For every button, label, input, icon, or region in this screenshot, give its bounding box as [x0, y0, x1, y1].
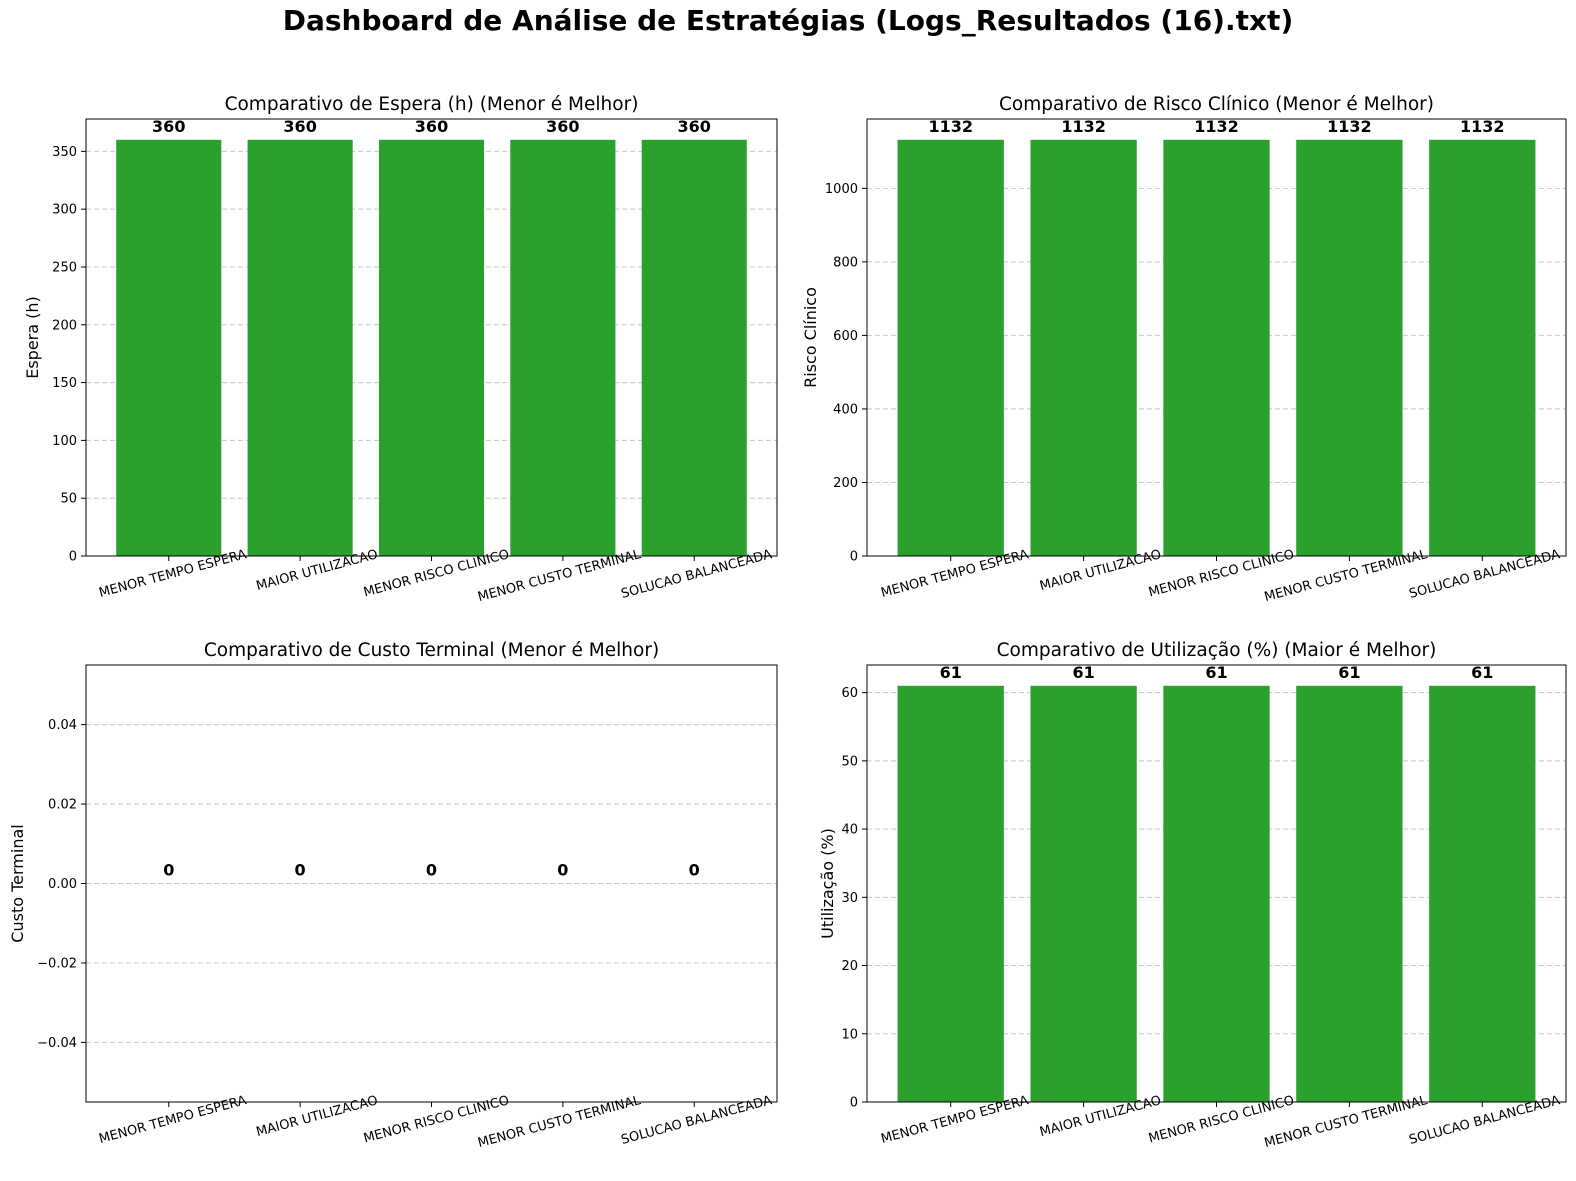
y-tick-label: 40 [841, 823, 858, 838]
y-tick-label: 20 [841, 959, 858, 974]
bar[interactable] [897, 685, 1004, 1102]
x-tick-label: MAIOR UTILIZACAO [255, 1093, 380, 1140]
bar[interactable] [1030, 139, 1137, 557]
data-label: 0 [689, 861, 700, 880]
y-tick-label: 0 [69, 550, 77, 565]
bar[interactable] [641, 139, 747, 557]
data-label: 61 [940, 663, 962, 682]
y-tick-label: 50 [60, 492, 77, 507]
y-axis-label: Espera (h) [23, 296, 42, 379]
data-label: 1132 [928, 117, 973, 136]
figure-title: Dashboard de Análise de Estratégias (Log… [282, 4, 1294, 37]
bar[interactable] [378, 139, 485, 557]
y-tick-label: −0.02 [37, 956, 77, 971]
y-axis-label: Risco Clínico [801, 287, 820, 388]
data-label: 1132 [1460, 117, 1505, 136]
y-tick-label: 50 [841, 754, 858, 769]
x-tick-label: SOLUCAO BALANCEADA [620, 1093, 774, 1148]
bar[interactable] [116, 139, 222, 557]
data-label: 0 [557, 861, 568, 880]
y-tick-label: 0.00 [48, 877, 77, 892]
data-label: 360 [678, 117, 711, 136]
chart-title: Comparativo de Risco Clínico (Menor é Me… [999, 94, 1434, 115]
chart-panel-2: 1132 1132 1132 1132 113202004006008001000MEN… [801, 94, 1567, 605]
data-label: 360 [283, 117, 316, 136]
y-tick-label: 0 [850, 550, 858, 565]
y-axis-label: Utilização (%) [818, 828, 837, 939]
bar[interactable] [1030, 685, 1137, 1102]
y-axis-label: Custo Terminal [8, 824, 27, 942]
chart-title: Comparativo de Espera (h) (Menor é Melho… [225, 94, 639, 115]
y-tick-label: 100 [52, 434, 77, 449]
bar[interactable] [1296, 685, 1403, 1102]
data-label: 360 [415, 117, 448, 136]
y-tick-label: 10 [841, 1027, 858, 1042]
bar[interactable] [510, 139, 616, 557]
y-tick-label: −0.04 [37, 1036, 77, 1051]
bar[interactable] [1429, 139, 1536, 557]
y-tick-label: 300 [52, 203, 77, 218]
data-label: 61 [1205, 663, 1227, 682]
chart-title: Comparativo de Custo Terminal (Menor é M… [204, 640, 659, 661]
data-label: 0 [426, 861, 437, 880]
data-label: 1132 [1327, 117, 1372, 136]
bar[interactable] [897, 139, 1004, 557]
y-tick-label: 0.04 [48, 718, 77, 733]
y-tick-label: 150 [52, 376, 77, 391]
chart-panel-1: 360 360 360 360 360050100150200250300350MENO… [23, 94, 778, 605]
data-label: 1132 [1194, 117, 1239, 136]
data-label: 360 [546, 117, 579, 136]
data-label: 1132 [1061, 117, 1106, 136]
chart-title: Comparativo de Utilização (%) (Maior é M… [997, 640, 1437, 661]
chart-panel-3: 0 0 0 0 0 −0.04 −0.02 0.00 0.02 0.04 MENOR TEMPO E… [8, 640, 778, 1151]
y-tick-label: 0.02 [48, 798, 77, 813]
bar[interactable] [247, 139, 353, 557]
y-tick-label: 1000 [825, 182, 858, 197]
data-label: 0 [295, 861, 306, 880]
data-label: 0 [163, 861, 174, 880]
y-tick-label: 600 [833, 329, 858, 344]
data-label: 61 [1338, 663, 1360, 682]
data-label: 61 [1072, 663, 1094, 682]
y-tick-label: 400 [833, 402, 858, 417]
bar[interactable] [1163, 139, 1270, 557]
y-tick-label: 350 [52, 145, 77, 160]
bar[interactable] [1429, 685, 1536, 1102]
y-tick-label: 250 [52, 260, 77, 275]
data-label: 61 [1471, 663, 1493, 682]
data-label: 360 [152, 117, 185, 136]
y-tick-label: 30 [841, 891, 858, 906]
bar[interactable] [1296, 139, 1403, 557]
y-tick-label: 200 [833, 476, 858, 491]
bar[interactable] [1163, 685, 1270, 1102]
x-tick-label: MENOR TEMPO ESPERA [97, 1093, 248, 1147]
y-tick-label: 200 [52, 318, 77, 333]
y-tick-label: 0 [850, 1096, 858, 1111]
y-tick-label: 800 [833, 255, 858, 270]
y-tick-label: 60 [841, 686, 858, 701]
